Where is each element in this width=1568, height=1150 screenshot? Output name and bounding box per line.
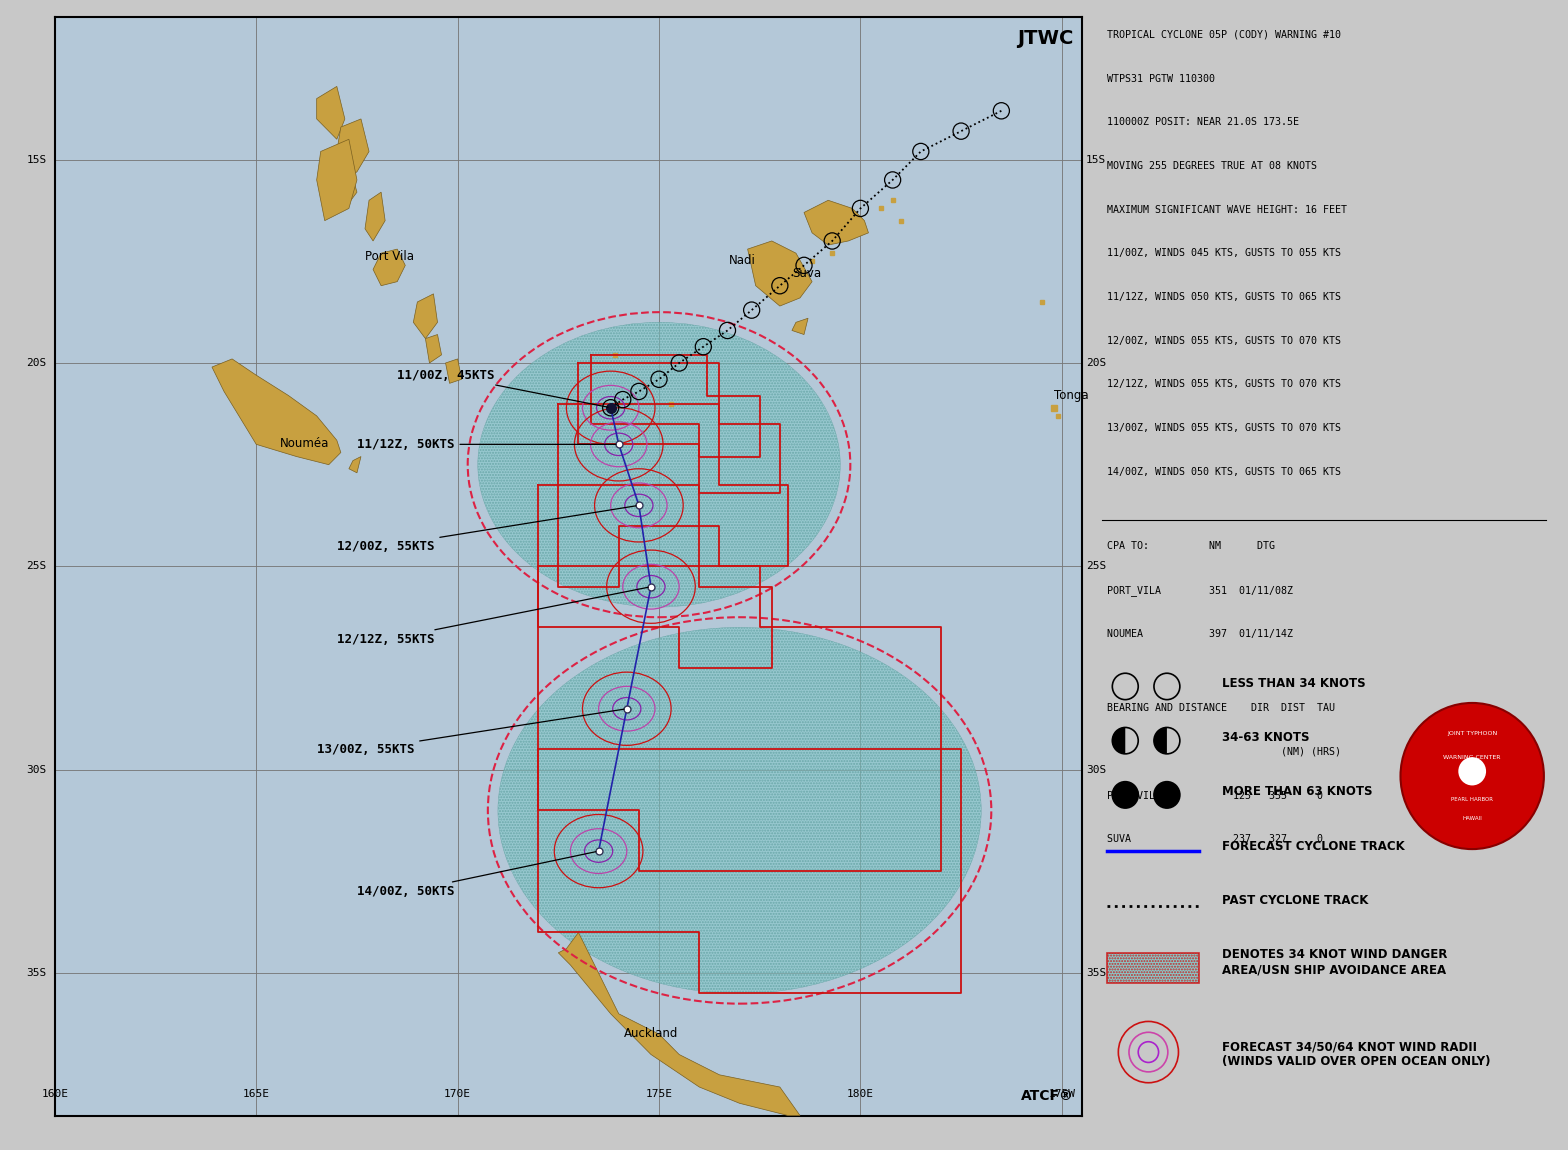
Text: WARNING CENTER: WARNING CENTER [1444, 754, 1501, 760]
Text: 11/00Z, WINDS 045 KTS, GUSTS TO 055 KTS: 11/00Z, WINDS 045 KTS, GUSTS TO 055 KTS [1107, 248, 1341, 259]
Ellipse shape [478, 322, 840, 607]
Text: MOVING 255 DEGREES TRUE AT 08 KNOTS: MOVING 255 DEGREES TRUE AT 08 KNOTS [1107, 161, 1317, 171]
Text: 175W: 175W [1049, 1089, 1076, 1099]
Text: PEARL HARBOR: PEARL HARBOR [1452, 797, 1493, 802]
Text: FORECAST CYCLONE TRACK: FORECAST CYCLONE TRACK [1223, 840, 1405, 852]
Text: JOINT TYPHOON: JOINT TYPHOON [1447, 731, 1497, 736]
Text: PORT_VILA            125   355     0: PORT_VILA 125 355 0 [1107, 790, 1323, 802]
Text: ATCF®: ATCF® [1021, 1089, 1074, 1103]
Circle shape [1154, 782, 1179, 808]
Wedge shape [1112, 728, 1126, 754]
Text: HAWAII: HAWAII [1463, 816, 1482, 821]
Polygon shape [329, 163, 358, 208]
Polygon shape [414, 294, 437, 338]
Text: 35S: 35S [27, 968, 47, 979]
Text: 20S: 20S [1087, 358, 1105, 368]
Text: 14/00Z, 50KTS: 14/00Z, 50KTS [358, 852, 596, 898]
Polygon shape [317, 139, 358, 221]
Text: FORECAST 34/50/64 KNOT WIND RADII
(WINDS VALID OVER OPEN OCEAN ONLY): FORECAST 34/50/64 KNOT WIND RADII (WINDS… [1223, 1041, 1491, 1068]
Text: Suva: Suva [792, 267, 822, 279]
Text: 12/12Z, 55KTS: 12/12Z, 55KTS [337, 588, 648, 646]
Polygon shape [373, 250, 405, 285]
Wedge shape [1154, 728, 1167, 754]
Text: MAXIMUM SIGNIFICANT WAVE HEIGHT: 16 FEET: MAXIMUM SIGNIFICANT WAVE HEIGHT: 16 FEET [1107, 205, 1347, 215]
Text: NOUMEA           397  01/11/14Z: NOUMEA 397 01/11/14Z [1107, 629, 1292, 638]
Polygon shape [804, 200, 869, 245]
Polygon shape [748, 242, 812, 306]
Text: Port Vila: Port Vila [365, 251, 414, 263]
Text: 160E: 160E [41, 1089, 69, 1099]
Text: PAST CYCLONE TRACK: PAST CYCLONE TRACK [1223, 894, 1369, 907]
Text: 15S: 15S [1087, 154, 1105, 164]
Text: TROPICAL CYCLONE 05P (CODY) WARNING #10: TROPICAL CYCLONE 05P (CODY) WARNING #10 [1107, 30, 1341, 40]
Text: 34-63 KNOTS: 34-63 KNOTS [1223, 731, 1309, 744]
Text: 11/12Z, WINDS 050 KTS, GUSTS TO 065 KTS: 11/12Z, WINDS 050 KTS, GUSTS TO 065 KTS [1107, 292, 1341, 302]
Polygon shape [317, 86, 345, 139]
Circle shape [1400, 703, 1544, 849]
Text: 15S: 15S [27, 154, 47, 164]
Text: PORT_VILA        351  01/11/08Z: PORT_VILA 351 01/11/08Z [1107, 585, 1292, 596]
Text: DENOTES 34 KNOT WIND DANGER
AREA/USN SHIP AVOIDANCE AREA: DENOTES 34 KNOT WIND DANGER AREA/USN SHI… [1223, 948, 1447, 976]
Text: 165E: 165E [243, 1089, 270, 1099]
FancyBboxPatch shape [1107, 953, 1200, 983]
Polygon shape [365, 192, 386, 242]
Polygon shape [337, 118, 368, 179]
Text: CPA TO:          NM      DTG: CPA TO: NM DTG [1107, 542, 1275, 551]
Text: JTWC: JTWC [1018, 30, 1074, 48]
Text: 25S: 25S [1087, 561, 1105, 572]
Text: 11/00Z, 45KTS: 11/00Z, 45KTS [397, 369, 608, 407]
Text: 12/12Z, WINDS 055 KTS, GUSTS TO 070 KTS: 12/12Z, WINDS 055 KTS, GUSTS TO 070 KTS [1107, 380, 1341, 390]
Text: SUVA                 237   327     0: SUVA 237 327 0 [1107, 834, 1323, 844]
Polygon shape [792, 319, 808, 335]
Text: 25S: 25S [27, 561, 47, 572]
Text: Nouméa: Nouméa [281, 437, 329, 451]
Text: 110000Z POSIT: NEAR 21.0S 173.5E: 110000Z POSIT: NEAR 21.0S 173.5E [1107, 117, 1298, 128]
Text: 175E: 175E [646, 1089, 673, 1099]
Text: Auckland: Auckland [624, 1027, 677, 1041]
Polygon shape [425, 335, 442, 363]
Text: Nadi: Nadi [729, 254, 756, 268]
Ellipse shape [499, 628, 982, 994]
Text: 12/00Z, WINDS 055 KTS, GUSTS TO 070 KTS: 12/00Z, WINDS 055 KTS, GUSTS TO 070 KTS [1107, 336, 1341, 346]
Text: MORE THAN 63 KNOTS: MORE THAN 63 KNOTS [1223, 785, 1374, 798]
Text: 12/00Z, 55KTS: 12/00Z, 55KTS [337, 506, 637, 552]
Text: 30S: 30S [27, 765, 47, 775]
Text: 13/00Z, WINDS 055 KTS, GUSTS TO 070 KTS: 13/00Z, WINDS 055 KTS, GUSTS TO 070 KTS [1107, 423, 1341, 434]
Text: 20S: 20S [27, 358, 47, 368]
Circle shape [1458, 757, 1486, 785]
Circle shape [1112, 782, 1138, 808]
Text: WTPS31 PGTW 110300: WTPS31 PGTW 110300 [1107, 74, 1215, 84]
Polygon shape [350, 457, 361, 473]
Text: (NM) (HRS): (NM) (HRS) [1107, 746, 1341, 757]
Text: BEARING AND DISTANCE    DIR  DIST  TAU: BEARING AND DISTANCE DIR DIST TAU [1107, 703, 1334, 713]
Text: 14/00Z, WINDS 050 KTS, GUSTS TO 065 KTS: 14/00Z, WINDS 050 KTS, GUSTS TO 065 KTS [1107, 467, 1341, 477]
Text: 30S: 30S [1087, 765, 1105, 775]
Text: LESS THAN 34 KNOTS: LESS THAN 34 KNOTS [1223, 677, 1366, 690]
Text: 11/12Z, 50KTS: 11/12Z, 50KTS [358, 438, 616, 451]
Text: 35S: 35S [1087, 968, 1105, 979]
Text: 13/00Z, 55KTS: 13/00Z, 55KTS [317, 710, 624, 756]
Text: 170E: 170E [444, 1089, 470, 1099]
Polygon shape [212, 359, 340, 465]
Text: Tonga: Tonga [1054, 389, 1088, 401]
Polygon shape [558, 933, 800, 1116]
Polygon shape [445, 359, 461, 383]
Text: 180E: 180E [847, 1089, 873, 1099]
